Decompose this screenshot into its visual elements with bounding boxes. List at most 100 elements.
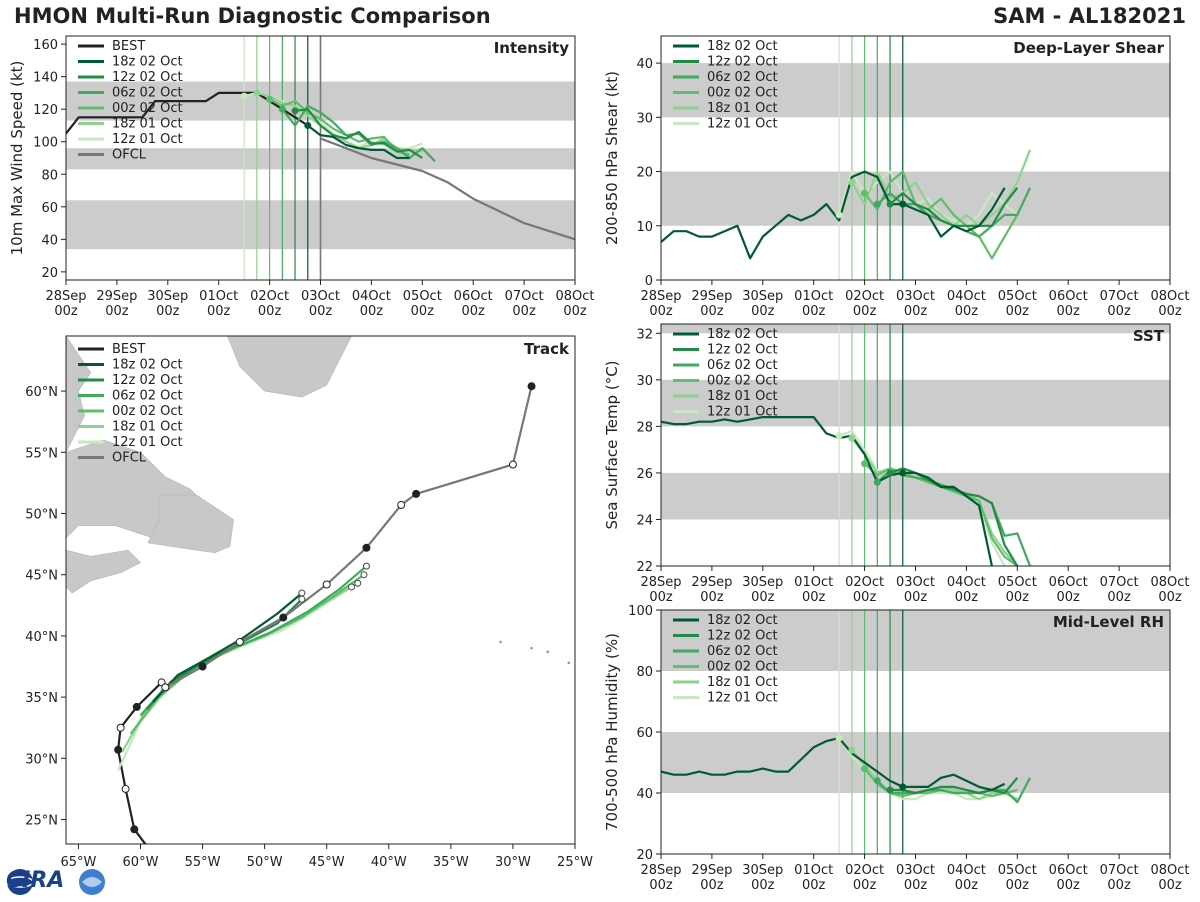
ofcl-marker xyxy=(322,580,331,589)
sst-legend-label: 06z 02 Oct xyxy=(707,358,778,373)
sst-ytick-label: 26 xyxy=(636,467,653,482)
sst-xtick-label: 00z xyxy=(649,590,673,605)
shear-legend-label: 18z 01 Oct xyxy=(707,101,778,116)
ofcl-marker xyxy=(235,638,244,647)
intensity-xtick-label: 07Oct xyxy=(505,289,544,304)
rh-xtick-label: 00z xyxy=(649,878,673,893)
shear-xtick-label: 00z xyxy=(1057,304,1081,319)
intensity-xtick-label: 30Sep xyxy=(147,289,188,304)
rh-xtick-label: 03Oct xyxy=(896,863,935,878)
sst-xtick-label: 04Oct xyxy=(947,575,986,590)
rh-xtick-label: 06Oct xyxy=(1049,863,1088,878)
rh-xtick-label: 00z xyxy=(853,878,877,893)
track-line xyxy=(164,385,533,689)
intensity-ytick-label: 140 xyxy=(33,71,58,86)
track-xtick-label: 60°W xyxy=(123,855,159,870)
rh-xtick-label: 07Oct xyxy=(1100,863,1139,878)
intensity-legend-label: 12z 01 Oct xyxy=(112,132,183,147)
best-track-marker xyxy=(121,784,130,793)
intensity-xtick-label: 00z xyxy=(462,304,486,319)
intensity-plot-area xyxy=(66,36,575,280)
shear-xtick-label: 00z xyxy=(649,304,673,319)
intensity-legend-label: BEST xyxy=(112,39,145,54)
sst-panel xyxy=(656,323,1171,571)
sst-xtick-label: 00z xyxy=(955,590,979,605)
shear-plot-area xyxy=(661,36,1170,280)
shear-xtick-label: 00z xyxy=(904,304,928,319)
sst-xtick-label: 29Sep xyxy=(691,575,732,590)
intensity-ytick-label: 100 xyxy=(33,136,58,151)
track-xtick-label: 40°W xyxy=(371,855,407,870)
track-end-marker xyxy=(348,583,356,591)
rh-xtick-label: 00z xyxy=(904,878,928,893)
rh-ytick-label: 80 xyxy=(636,665,653,680)
track-xtick-label: 55°W xyxy=(185,855,221,870)
track-end-marker xyxy=(298,595,306,603)
rh-xtick-label: 30Sep xyxy=(742,863,783,878)
intensity-xtick-label: 00z xyxy=(258,304,282,319)
track-legend-label: 12z 02 Oct xyxy=(112,373,183,388)
rh-series-line xyxy=(661,736,1006,792)
shear-series-marker xyxy=(835,211,843,219)
intensity-ytick-label: 160 xyxy=(33,38,58,53)
shear-xtick-label: 06Oct xyxy=(1049,289,1088,304)
intensity-ylabel: 10m Max Wind Speed (kt) xyxy=(8,61,26,256)
intensity-ytick-label: 120 xyxy=(33,103,58,118)
intensity-xtick-label: 08Oct xyxy=(555,289,594,304)
shear-xtick-label: 07Oct xyxy=(1100,289,1139,304)
intensity-series-marker xyxy=(253,89,261,97)
shear-series-marker xyxy=(848,178,856,186)
rh-ytick-label: 40 xyxy=(636,787,653,802)
sst-series-marker xyxy=(886,469,894,477)
sst-xtick-label: 00z xyxy=(802,590,826,605)
sst-band xyxy=(661,324,1170,334)
best-track-marker xyxy=(130,825,139,834)
sst-xtick-label: 00z xyxy=(1006,590,1030,605)
sst-ylabel: Sea Surface Temp (°C) xyxy=(603,360,621,529)
track-line xyxy=(120,582,359,753)
sst-series-marker xyxy=(873,478,881,486)
intensity-legend-label: 00z 02 Oct xyxy=(112,101,183,116)
shear-legend-label: 12z 01 Oct xyxy=(707,117,778,132)
rh-xtick-label: 00z xyxy=(751,878,775,893)
intensity-xtick-label: 04Oct xyxy=(352,289,391,304)
intensity-series-marker xyxy=(291,107,299,115)
sst-series-marker xyxy=(835,432,843,440)
intensity-ytick-label: 80 xyxy=(41,168,58,183)
sst-ytick-label: 28 xyxy=(636,420,653,435)
track-xtick-label: 25°W xyxy=(557,855,593,870)
shear-xtick-label: 00z xyxy=(1107,304,1131,319)
rh-legend-label: 12z 01 Oct xyxy=(707,691,778,706)
track-ytick-label: 30°N xyxy=(25,752,58,767)
land-mass xyxy=(66,336,352,398)
shear-ytick-label: 20 xyxy=(636,166,653,181)
land-mass xyxy=(66,549,142,594)
track-end-marker xyxy=(362,562,370,570)
intensity-xtick-label: 00z xyxy=(207,304,231,319)
sst-ytick-label: 30 xyxy=(636,374,653,389)
sst-legend-label: 12z 02 Oct xyxy=(707,343,778,358)
shear-xtick-label: 02Oct xyxy=(845,289,884,304)
shear-xtick-label: 00z xyxy=(802,304,826,319)
rh-xtick-label: 02Oct xyxy=(845,863,884,878)
sst-series-line xyxy=(889,467,1019,566)
track-legend-label: 00z 02 Oct xyxy=(112,404,183,419)
sst-xtick-label: 28Sep xyxy=(640,575,681,590)
intensity-xtick-label: 00z xyxy=(512,304,536,319)
island xyxy=(546,650,549,654)
shear-series-line xyxy=(863,170,1019,260)
track-xtick-label: 45°W xyxy=(309,855,345,870)
storm-id-title: SAM - AL182021 xyxy=(993,4,1186,28)
best-track-marker xyxy=(116,723,125,732)
sst-ytick-label: 22 xyxy=(636,560,653,575)
island xyxy=(530,646,533,650)
rh-xtick-label: 00z xyxy=(955,878,979,893)
shear-ylabel: 200-850 hPa Shear (kt) xyxy=(603,71,621,245)
intensity-ytick-label: 20 xyxy=(41,266,58,281)
cira-logo xyxy=(6,866,106,898)
shear-legend-label: 00z 02 Oct xyxy=(707,86,778,101)
best-track-marker xyxy=(114,745,123,754)
track-xtick-label: 65°W xyxy=(60,855,96,870)
rh-series-marker xyxy=(886,786,894,794)
sst-band xyxy=(661,379,1170,427)
